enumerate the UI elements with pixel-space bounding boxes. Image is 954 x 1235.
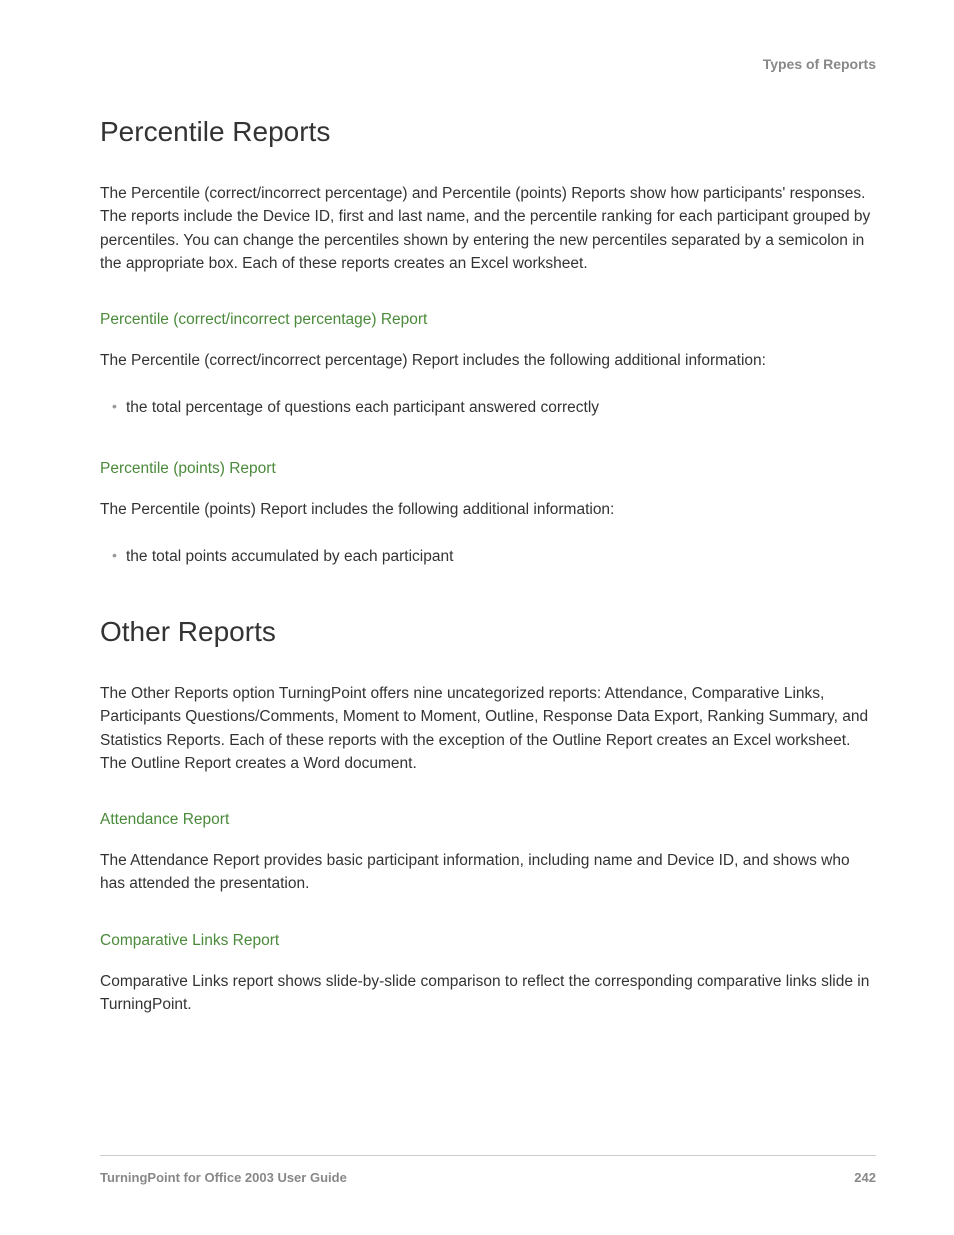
paragraph-percentile-sub1-text: The Percentile (correct/incorrect percen… <box>100 349 876 372</box>
subheading-percentile-correct-incorrect: Percentile (correct/incorrect percentage… <box>100 311 876 329</box>
header-section-label: Types of Reports <box>100 56 876 72</box>
paragraph-percentile-sub2-text: The Percentile (points) Report includes … <box>100 498 876 521</box>
paragraph-comparative-links-text: Comparative Links report shows slide-by-… <box>100 970 876 1017</box>
list-item: the total percentage of questions each p… <box>126 396 876 419</box>
list-item: the total points accumulated by each par… <box>126 545 876 568</box>
footer-page-number: 242 <box>854 1170 876 1185</box>
heading-percentile-reports: Percentile Reports <box>100 116 876 148</box>
page-container: Types of Reports Percentile Reports The … <box>0 0 954 1092</box>
subheading-percentile-points: Percentile (points) Report <box>100 460 876 478</box>
bullet-list-percentile-sub2: the total points accumulated by each par… <box>100 545 876 568</box>
footer-guide-title: TurningPoint for Office 2003 User Guide <box>100 1170 347 1185</box>
heading-other-reports: Other Reports <box>100 616 876 648</box>
paragraph-attendance-text: The Attendance Report provides basic par… <box>100 849 876 896</box>
paragraph-percentile-intro: The Percentile (correct/incorrect percen… <box>100 182 876 275</box>
page-footer: TurningPoint for Office 2003 User Guide … <box>100 1155 876 1185</box>
bullet-list-percentile-sub1: the total percentage of questions each p… <box>100 396 876 419</box>
paragraph-other-intro: The Other Reports option TurningPoint of… <box>100 682 876 775</box>
subheading-attendance: Attendance Report <box>100 811 876 829</box>
subheading-comparative-links: Comparative Links Report <box>100 932 876 950</box>
